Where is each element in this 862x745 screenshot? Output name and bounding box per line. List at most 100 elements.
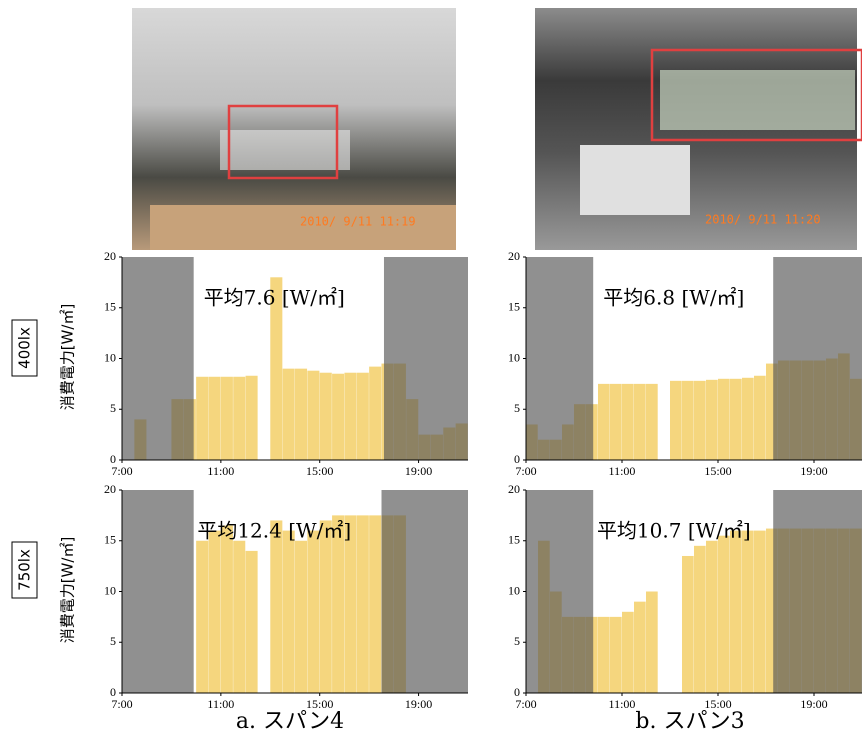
bar — [356, 515, 369, 693]
y-tick-label: 5 — [514, 634, 520, 648]
annotation: 平均10.7 [W/㎡] — [597, 519, 751, 543]
shaded-period — [122, 490, 194, 693]
bar — [220, 376, 233, 460]
annotation: 平均12.4 [W/㎡] — [197, 519, 351, 543]
bar — [754, 530, 766, 693]
timestamp: 2010/ 9/11 11:19 — [300, 215, 416, 229]
x-tick-label: 15:00 — [306, 697, 333, 711]
caption: a. スパン4 — [236, 709, 344, 734]
shaded-period — [773, 257, 862, 460]
bar — [766, 363, 778, 460]
chart: 0 5 10 15 20 7:00 11:00 15:00 19:00 平均7.6 [W/㎡] — [104, 249, 468, 478]
x-tick-label: 15:00 — [704, 464, 731, 478]
y-tick-label: 5 — [110, 634, 116, 648]
bar — [598, 616, 610, 693]
y-tick-label: 10 — [508, 350, 520, 364]
bar — [319, 372, 332, 460]
bar — [706, 540, 718, 693]
bar — [233, 376, 246, 460]
bar — [634, 601, 646, 693]
bar — [307, 530, 320, 693]
bar — [742, 377, 754, 460]
bar — [307, 370, 320, 460]
chart: 0 5 10 15 20 7:00 11:00 15:00 19:00 平均10.7 [W/㎡] — [508, 482, 862, 711]
x-tick-label: 7:00 — [111, 464, 132, 478]
bar — [634, 383, 646, 460]
bar — [682, 555, 694, 693]
bar — [319, 520, 332, 693]
row-label-box — [11, 319, 38, 377]
bar — [208, 376, 221, 460]
bar — [730, 378, 742, 460]
y-tick-label: 20 — [104, 249, 116, 263]
bar — [332, 373, 345, 460]
annotation: 平均6.8 [W/㎡] — [603, 286, 744, 310]
bar — [598, 383, 610, 460]
y-tick-label: 20 — [104, 482, 116, 496]
bar — [766, 528, 778, 693]
row-label: 750lx — [16, 549, 34, 591]
bar — [270, 520, 283, 693]
bar — [196, 376, 209, 460]
bar — [295, 540, 308, 693]
x-tick-label: 19:00 — [405, 697, 432, 711]
y-tick-label: 0 — [514, 452, 520, 466]
x-tick-label: 7:00 — [515, 697, 536, 711]
bar — [220, 525, 233, 693]
x-tick-label: 11:00 — [609, 697, 636, 711]
y-tick-label: 15 — [508, 533, 520, 547]
caption: b. スパン3 — [635, 709, 744, 734]
bar — [233, 540, 246, 693]
y-tick-label: 0 — [110, 685, 116, 699]
chart: 0 5 10 15 20 7:00 11:00 15:00 19:00 平均6.8 [W/㎡] — [508, 249, 862, 478]
bar — [369, 366, 382, 460]
photo: 2010/ 9/11 11:19 — [132, 8, 456, 250]
x-tick-label: 15:00 — [704, 697, 731, 711]
bar — [730, 530, 742, 693]
timestamp: 2010/ 9/11 11:20 — [705, 213, 821, 227]
y-tick-label: 15 — [104, 300, 116, 314]
y-tick-label: 15 — [104, 533, 116, 547]
annotation: 平均7.6 [W/㎡] — [204, 286, 345, 310]
shaded-period — [122, 257, 194, 460]
shaded-period — [773, 490, 862, 693]
chart: 0 5 10 15 20 7:00 11:00 15:00 19:00 平均12.4 [W/㎡] — [104, 482, 468, 711]
photo: 2010/ 9/11 11:20 — [535, 8, 862, 250]
bar — [369, 515, 382, 693]
y-axis-label: 消費電力[W/㎡] — [59, 304, 77, 411]
bar — [754, 375, 766, 460]
y-tick-label: 20 — [508, 249, 520, 263]
x-tick-label: 15:00 — [306, 464, 333, 478]
row-label: 400lx — [16, 327, 34, 369]
bar — [282, 530, 295, 693]
y-tick-label: 0 — [514, 685, 520, 699]
bar — [622, 383, 634, 460]
y-tick-label: 10 — [508, 583, 520, 597]
bar — [646, 383, 658, 460]
bar — [270, 277, 283, 460]
bar — [718, 535, 730, 693]
bar — [196, 540, 209, 693]
shaded-period — [381, 490, 468, 693]
x-tick-label: 11:00 — [609, 464, 636, 478]
x-tick-label: 19:00 — [800, 464, 827, 478]
bar — [670, 380, 682, 460]
x-tick-label: 7:00 — [515, 464, 536, 478]
x-tick-label: 11:00 — [207, 697, 234, 711]
y-tick-label: 20 — [508, 482, 520, 496]
x-tick-label: 11:00 — [207, 464, 234, 478]
x-tick-label: 19:00 — [405, 464, 432, 478]
y-tick-label: 5 — [514, 401, 520, 415]
x-tick-label: 7:00 — [111, 697, 132, 711]
shaded-period — [526, 490, 594, 693]
bar — [718, 378, 730, 460]
bar — [706, 379, 718, 460]
row-label-box — [11, 541, 38, 599]
shaded-period — [526, 257, 594, 460]
y-tick-label: 0 — [110, 452, 116, 466]
bar — [344, 372, 357, 460]
y-tick-label: 15 — [508, 300, 520, 314]
y-tick-label: 5 — [110, 401, 116, 415]
bar — [356, 372, 369, 460]
